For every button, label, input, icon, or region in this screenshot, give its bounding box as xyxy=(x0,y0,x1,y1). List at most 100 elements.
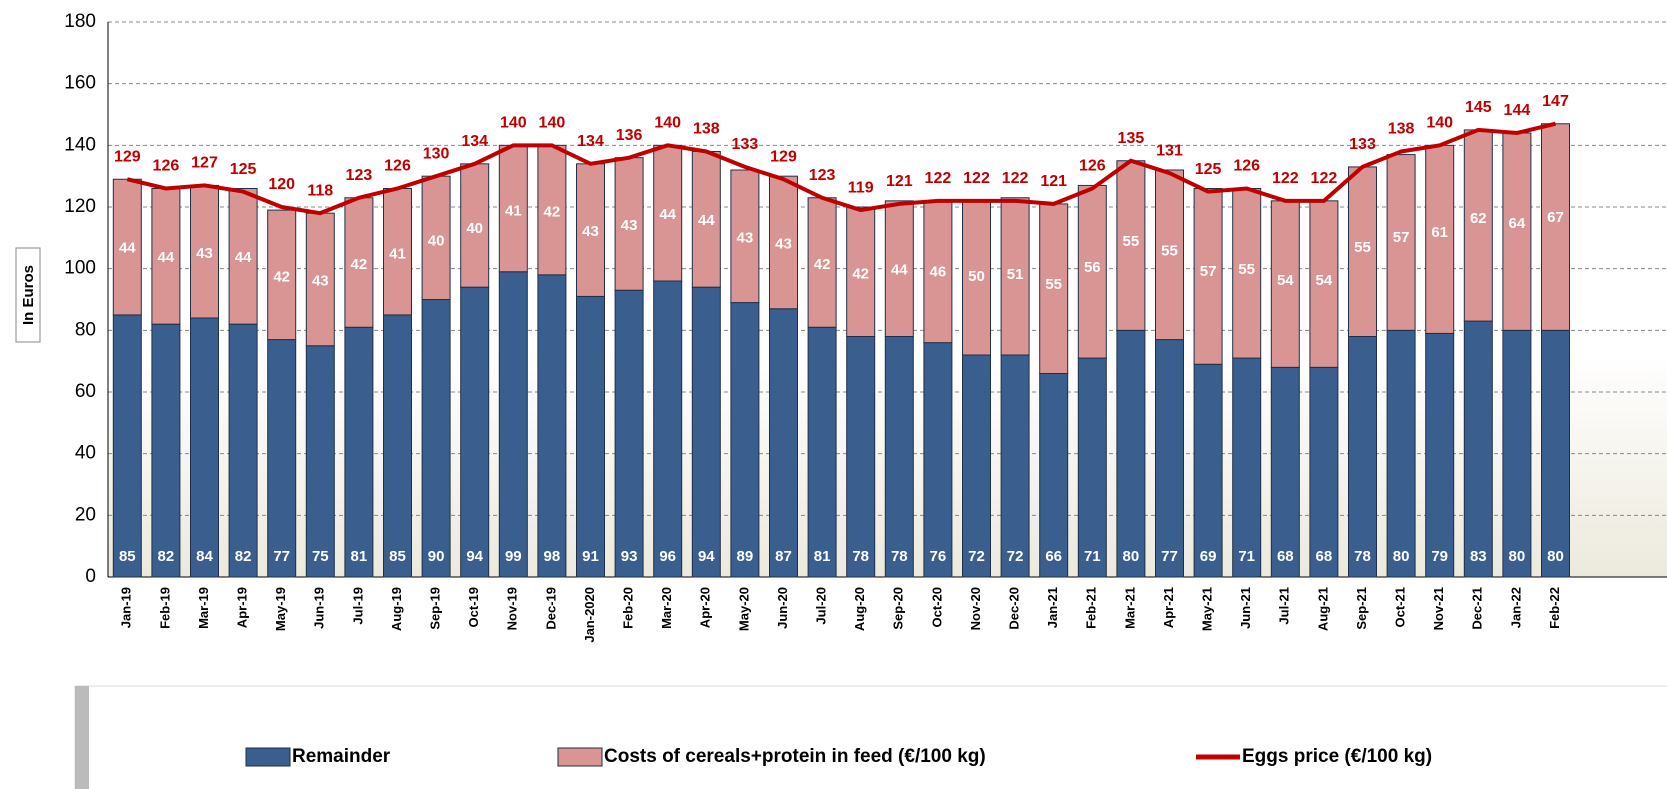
value-label: 44 xyxy=(891,261,908,278)
bar xyxy=(923,200,953,344)
bar xyxy=(1386,154,1416,331)
value-label: 43 xyxy=(737,229,754,246)
legend-swatch xyxy=(245,747,291,767)
legend-shadow xyxy=(75,686,89,789)
value-label: 126 xyxy=(1233,158,1260,175)
x-tick-label: Jan-22 xyxy=(1508,587,1523,628)
value-label: 40 xyxy=(428,232,445,249)
bar xyxy=(344,197,374,328)
value-label: 99 xyxy=(505,548,522,565)
value-label: 69 xyxy=(1200,548,1217,565)
bar xyxy=(576,295,605,578)
y-tick-label: 120 xyxy=(64,196,96,217)
x-tick-label: Jul-21 xyxy=(1277,587,1292,625)
value-label: 140 xyxy=(654,115,681,132)
value-label: 145 xyxy=(1465,99,1492,116)
value-label: 118 xyxy=(307,182,333,199)
bar xyxy=(691,286,721,578)
value-label: 87 xyxy=(775,548,792,565)
value-label: 79 xyxy=(1431,548,1448,565)
x-tick-label: Jan-19 xyxy=(119,587,134,628)
bar xyxy=(151,323,181,578)
value-label: 44 xyxy=(698,212,715,229)
value-label: 96 xyxy=(659,548,676,565)
bar xyxy=(1270,200,1300,368)
bar xyxy=(1193,363,1223,578)
x-tick-label: Dec-21 xyxy=(1470,587,1485,630)
bar xyxy=(730,302,760,578)
bar xyxy=(1502,329,1532,578)
x-tick-label: Aug-21 xyxy=(1315,587,1330,631)
value-label: 94 xyxy=(466,548,483,565)
value-label: 80 xyxy=(1547,548,1564,565)
x-tick-label: Feb-20 xyxy=(621,587,636,629)
x-tick-label: May-20 xyxy=(736,587,751,631)
value-label: 85 xyxy=(389,548,406,565)
value-label: 84 xyxy=(196,548,213,565)
y-tick-label: 180 xyxy=(64,11,96,32)
value-label: 78 xyxy=(852,548,869,565)
value-label: 51 xyxy=(1007,266,1024,283)
y-tick-label: 60 xyxy=(75,381,96,402)
y-tick-label: 0 xyxy=(85,566,96,587)
bar xyxy=(537,274,567,578)
bar xyxy=(1193,188,1223,365)
bar xyxy=(769,175,798,310)
value-label: 122 xyxy=(963,170,990,187)
value-label: 44 xyxy=(158,249,175,266)
value-label: 129 xyxy=(114,148,141,165)
value-label: 71 xyxy=(1238,548,1255,565)
bar xyxy=(884,200,914,337)
value-label: 138 xyxy=(1388,121,1415,138)
line xyxy=(126,121,1556,216)
value-label: 89 xyxy=(737,548,754,565)
value-label: 76 xyxy=(930,548,947,565)
y-tick-label: 40 xyxy=(75,443,96,464)
x-tick-label: Dec-20 xyxy=(1007,587,1022,630)
y-tick-label: 160 xyxy=(64,73,96,94)
x-tick-label: Nov-21 xyxy=(1431,587,1446,630)
bar xyxy=(383,314,412,578)
value-label: 133 xyxy=(1349,136,1376,153)
x-tick-label: Jul-19 xyxy=(350,587,365,625)
value-label: 119 xyxy=(848,179,874,196)
bar xyxy=(1155,169,1184,341)
value-label: 123 xyxy=(346,167,373,184)
value-label: 121 xyxy=(1040,173,1067,190)
bar xyxy=(1000,354,1030,578)
value-label: 122 xyxy=(1272,170,1299,187)
value-label: 134 xyxy=(577,133,604,150)
x-tick-label: Apr-19 xyxy=(235,587,250,628)
x-tick-label: Oct-19 xyxy=(466,587,481,627)
bar xyxy=(421,175,451,301)
value-label: 66 xyxy=(1045,548,1062,565)
value-label: 147 xyxy=(1542,93,1569,110)
value-label: 43 xyxy=(621,217,638,234)
x-tick-label: Nov-19 xyxy=(505,587,520,630)
value-label: 55 xyxy=(1123,233,1140,250)
bar xyxy=(884,336,914,578)
bar xyxy=(1348,166,1377,337)
bar xyxy=(498,271,528,578)
bar xyxy=(1541,123,1570,331)
value-label: 43 xyxy=(775,236,792,253)
bar xyxy=(962,200,991,356)
value-label: 61 xyxy=(1431,224,1448,241)
bar xyxy=(1155,339,1184,578)
value-label: 85 xyxy=(119,548,136,565)
value-label: 42 xyxy=(351,256,368,273)
bar xyxy=(1309,366,1339,578)
bar xyxy=(807,326,837,578)
bar xyxy=(305,345,335,578)
value-label: 81 xyxy=(814,548,831,565)
legend-label: Costs of cereals+protein in feed (€/100 … xyxy=(604,746,986,767)
bar xyxy=(1039,373,1069,578)
value-label: 42 xyxy=(814,256,831,273)
value-label: 144 xyxy=(1504,102,1531,119)
x-tick-label: Dec-19 xyxy=(543,587,558,630)
value-label: 64 xyxy=(1509,215,1526,232)
value-label: 82 xyxy=(235,548,252,565)
bar xyxy=(1502,132,1532,331)
value-label: 90 xyxy=(428,548,445,565)
